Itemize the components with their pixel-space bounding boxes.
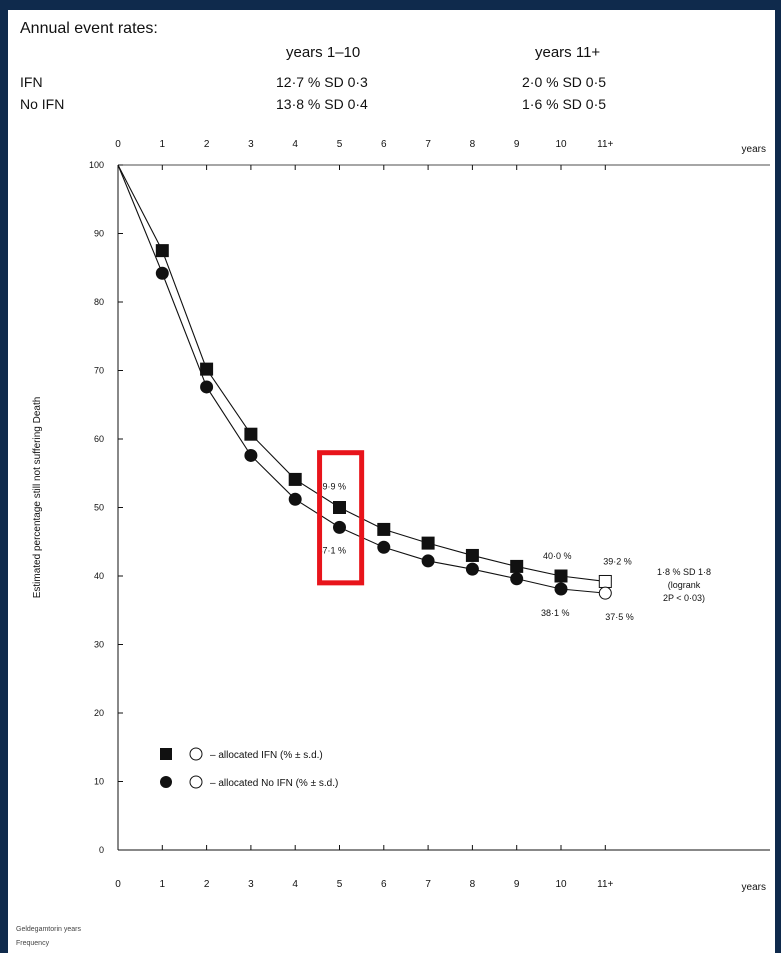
x-tick-label-top: 1 [160, 139, 166, 150]
no-ifn-rate-years-11-plus: 1·6 % SD 0·5 [522, 96, 607, 112]
y-tick-label: 50 [94, 503, 104, 513]
series-point-square [554, 569, 568, 583]
annual-rates-title: Annual event rates: [20, 20, 158, 37]
x-tick-label-bottom: 5 [337, 879, 343, 890]
series-point-circle [288, 492, 302, 506]
row-label-ifn: IFN [20, 74, 43, 90]
series-point-circle [465, 562, 479, 576]
x-tick-label-top: 9 [514, 139, 520, 150]
point-label: 40·0 % [543, 551, 572, 561]
x-tick-label-top: 8 [470, 139, 476, 150]
x-tick-label-bottom: 10 [555, 879, 567, 890]
ifn-rate-years-1-10: 12·7 % SD 0·3 [276, 74, 368, 90]
footer-line-2: Frequency [16, 940, 50, 947]
y-tick-label: 100 [89, 160, 104, 170]
x-tick-label-bottom: 3 [248, 879, 254, 890]
y-tick-label: 20 [94, 708, 104, 718]
x-tick-label-top: 2 [204, 139, 210, 150]
x-tick-label-top: 4 [292, 139, 298, 150]
x-tick-label-top: 7 [425, 139, 431, 150]
logrank-annotation-line: 1·8 % SD 1·8 [657, 567, 711, 577]
point-label: 49·9 % [318, 482, 347, 492]
y-tick-label: 70 [94, 366, 104, 376]
series-point-square [598, 574, 612, 588]
series-point-circle [155, 266, 169, 280]
logrank-annotation-line: 2P < 0·03) [663, 593, 705, 603]
x-tick-label-top: 3 [248, 139, 254, 150]
series-point-circle [421, 554, 435, 568]
y-tick-label: 90 [94, 229, 104, 239]
legend-marker-open [189, 775, 203, 789]
y-tick-label: 60 [94, 434, 104, 444]
x-tick-label-top: 10 [555, 139, 567, 150]
series-point-circle [244, 448, 258, 462]
logrank-annotation-line: (logrank [668, 580, 701, 590]
series-point-square [155, 244, 169, 258]
series-point-circle [510, 572, 524, 586]
legend-marker-square [160, 748, 172, 760]
x-tick-label-bottom: 1 [160, 879, 166, 890]
x-tick-label-bottom: 2 [204, 879, 210, 890]
column-header-years-11-plus: years 11+ [535, 44, 601, 61]
y-tick-label: 0 [99, 845, 104, 855]
series-point-circle [333, 520, 346, 534]
legend-label: – allocated No IFN (% ± s.d.) [210, 778, 338, 789]
series-point-circle [377, 540, 391, 554]
series-point-square [377, 522, 391, 536]
footer-line-1: Geldegamtorin years [16, 926, 81, 933]
series-point-square [421, 536, 435, 550]
series-point-circle [554, 582, 568, 596]
no-ifn-rate-years-1-10: 13·8 % SD 0·4 [276, 96, 368, 112]
x-tick-label-bottom: 8 [470, 879, 476, 890]
series-point-square [510, 559, 524, 573]
row-label-no-ifn: No IFN [20, 96, 65, 112]
y-tick-label: 80 [94, 297, 104, 307]
x-tick-label-top: 5 [337, 139, 343, 150]
figure-page [8, 10, 775, 953]
ifn-rate-years-11-plus: 2·0 % SD 0·5 [522, 74, 607, 90]
x-tick-label-top: 11+ [597, 139, 613, 150]
highlight-box [317, 450, 365, 586]
point-label: 39·2 % [603, 556, 632, 566]
column-header-years-1-10: years 1–10 [286, 44, 361, 61]
x-tick-label-bottom: 7 [425, 879, 431, 890]
y-axis-title: Estimated percentage still not suffering… [32, 397, 43, 599]
x-axis-title-top: years [742, 144, 766, 155]
point-label: 38·1 % [541, 608, 570, 618]
series-point-square [465, 548, 479, 562]
y-tick-label: 30 [94, 640, 104, 650]
x-tick-label-bottom: 0 [115, 879, 121, 890]
point-label: 37·5 % [605, 612, 634, 622]
y-tick-label: 10 [94, 777, 104, 787]
series-point-square [333, 501, 346, 514]
series-point-square [288, 472, 302, 486]
series-point-square [200, 362, 214, 376]
y-tick-label: 40 [94, 571, 104, 581]
series-point-circle [200, 380, 214, 394]
x-tick-label-top: 6 [381, 139, 387, 150]
x-tick-label-bottom: 9 [514, 879, 520, 890]
legend-label: – allocated IFN (% ± s.d.) [210, 750, 323, 761]
series-point-square [244, 427, 258, 441]
x-tick-label-top: 0 [115, 139, 121, 150]
legend-marker-open [189, 747, 203, 761]
series-point-circle [598, 586, 612, 600]
x-tick-label-bottom: 11+ [597, 879, 613, 890]
x-tick-label-bottom: 6 [381, 879, 387, 890]
legend-marker-circle [160, 776, 172, 788]
point-label: 47·1 % [318, 545, 347, 555]
x-axis-title-bottom: years [742, 882, 766, 893]
x-tick-label-bottom: 4 [292, 879, 298, 890]
